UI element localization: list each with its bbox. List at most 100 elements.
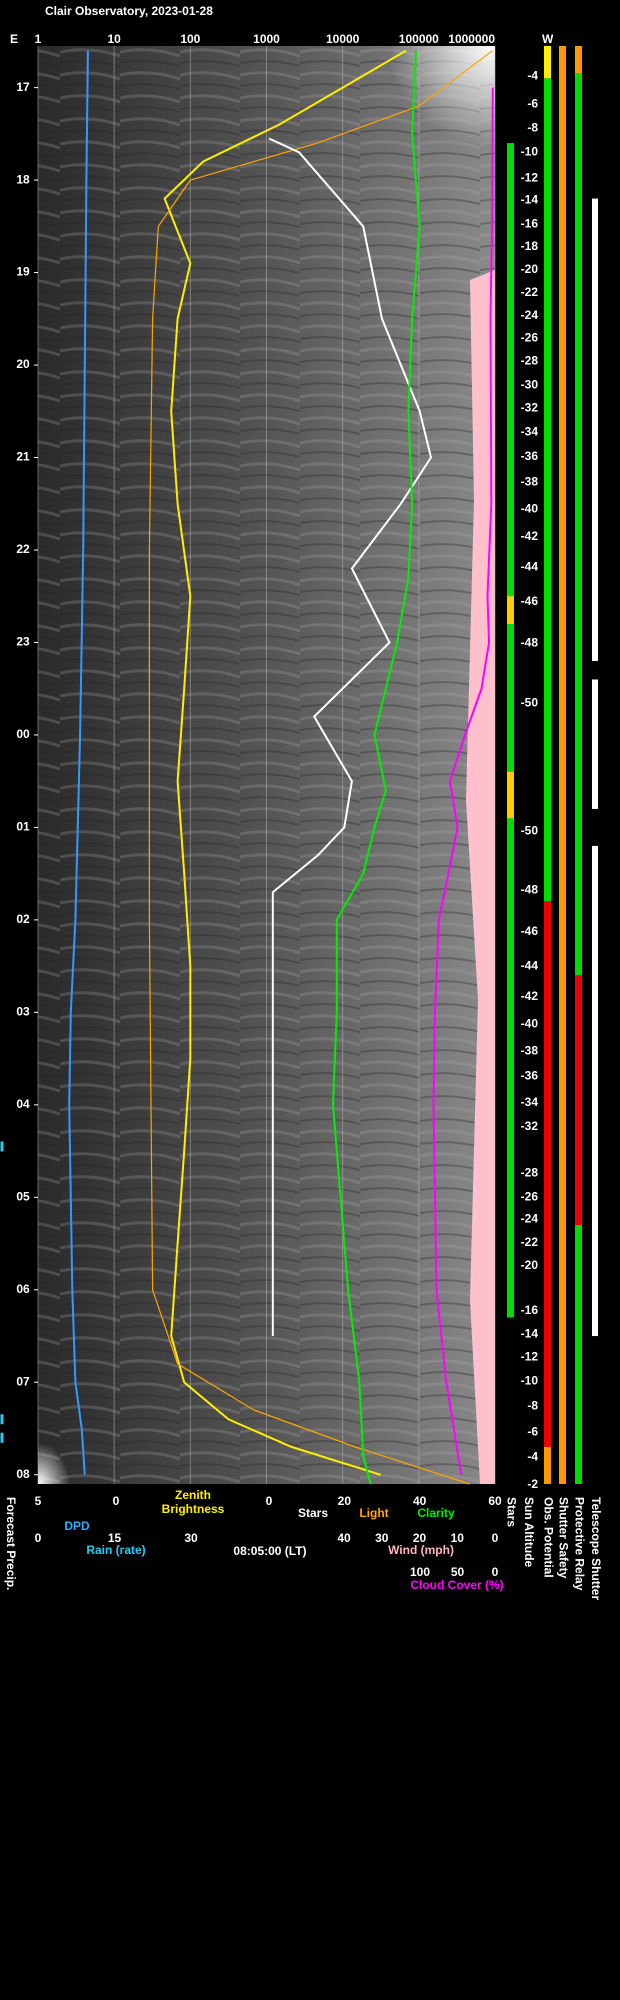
bottom-tick-label: 60 [488, 1494, 502, 1508]
axis-label: Cloud Cover (%) [410, 1578, 503, 1592]
status-label: Protective Relay [572, 1497, 586, 1591]
sun-tick-bg [517, 502, 539, 517]
sun-tick-bg [517, 331, 539, 346]
series-line [68, 50, 89, 1475]
east-label: E [10, 32, 18, 46]
bottom-tick-label: 15 [108, 1531, 122, 1545]
sun-altitude-label: -24 [521, 1212, 539, 1226]
precip-label: Forecast Precip. [4, 1497, 18, 1590]
sun-altitude-label: -32 [521, 401, 539, 415]
series-line [148, 50, 493, 1485]
status-segment [544, 901, 551, 1448]
status-segment [559, 46, 566, 1484]
sun-tick-bg [517, 959, 539, 974]
bottom-tick-label: 30 [375, 1531, 389, 1545]
bottom-tick-label: 0 [492, 1531, 499, 1545]
time-tick-label: 05 [16, 1189, 30, 1203]
time-tick-label: 20 [16, 357, 30, 371]
sun-altitude-label: -28 [521, 354, 539, 368]
sun-altitude-label: -28 [521, 1165, 539, 1179]
status-segment [575, 975, 582, 1226]
sun-tick-bg [517, 1017, 539, 1032]
sun-tick-bg [517, 1212, 539, 1227]
sun-altitude-label: -34 [521, 1095, 539, 1109]
sun-altitude-label: -20 [521, 1258, 539, 1272]
sun-altitude-label: -4 [527, 1449, 538, 1463]
series-label: Stars [298, 1506, 328, 1520]
sun-tick-bg [517, 425, 539, 440]
sun-tick-bg [517, 594, 539, 609]
top-tick-label: 1000 [253, 32, 280, 46]
bottom-tick-label: 50 [451, 1565, 465, 1579]
sun-altitude-label: -12 [521, 170, 539, 184]
sun-tick-bg [517, 309, 539, 324]
time-tick-label: 02 [16, 912, 30, 926]
top-tick-label: 100 [180, 32, 200, 46]
sun-altitude-label: -16 [521, 1303, 539, 1317]
sun-tick-bg [517, 1190, 539, 1205]
sun-altitude-label: -48 [521, 636, 539, 650]
sun-tick-bg [517, 401, 539, 416]
time-tick-label: 03 [16, 1005, 30, 1019]
sun-altitude-label: -20 [521, 262, 539, 276]
status-label: Shutter Safety [556, 1497, 570, 1579]
sun-tick-bg [517, 262, 539, 277]
sun-tick-bg [517, 217, 539, 232]
sun-altitude-title: Sun Altitude [522, 1497, 536, 1568]
status-segment [544, 1447, 551, 1484]
status-segment [507, 596, 514, 624]
sun-tick-bg [517, 1120, 539, 1135]
sun-altitude-label: -10 [521, 145, 539, 159]
sun-tick-bg [517, 560, 539, 575]
sun-tick-bg [517, 1450, 539, 1465]
sun-altitude-label: -16 [521, 217, 539, 231]
time-tick-label: 23 [16, 635, 30, 649]
sun-tick-bg [517, 1399, 539, 1414]
west-label: W [542, 32, 554, 46]
sun-tick-bg [517, 171, 539, 186]
sun-altitude-label: -34 [521, 425, 539, 439]
status-segment [575, 1225, 582, 1484]
sun-tick-bg [517, 1350, 539, 1365]
status-label: Stars [504, 1497, 518, 1527]
sun-tick-bg [517, 475, 539, 490]
sun-tick-bg [517, 285, 539, 300]
series-line [163, 49, 407, 1476]
time-tick-label: 04 [16, 1097, 30, 1111]
axis-label: Rain (rate) [86, 1543, 145, 1557]
top-tick-label: 1000000 [448, 32, 495, 46]
time-tick-label: 07 [16, 1374, 30, 1388]
sun-altitude-label: -24 [521, 308, 539, 322]
sun-tick-bg [517, 1374, 539, 1389]
sun-altitude-label: -50 [521, 823, 539, 837]
sun-tick-bg [517, 1327, 539, 1342]
sun-altitude-label: -22 [521, 285, 539, 299]
bottom-tick-label: 100 [410, 1565, 430, 1579]
sun-altitude-label: -14 [521, 193, 539, 207]
status-segment [592, 679, 598, 809]
axis-label: Wind (mph) [388, 1543, 454, 1557]
sun-tick-bg [517, 1258, 539, 1273]
time-label: 08:05:00 (LT) [233, 1544, 306, 1558]
bottom-tick-label: 40 [413, 1494, 427, 1508]
sun-tick-bg [517, 924, 539, 939]
sun-altitude-label: -46 [521, 594, 539, 608]
top-tick-label: 100000 [399, 32, 439, 46]
sun-tick-bg [517, 1044, 539, 1059]
sun-altitude-label: -6 [527, 1424, 538, 1438]
top-tick-label: 1 [35, 32, 42, 46]
sun-altitude-label: -18 [521, 239, 539, 253]
status-segment [575, 46, 582, 74]
sun-tick-bg [517, 824, 539, 839]
sun-tick-bg [517, 1425, 539, 1440]
sun-altitude-label: -8 [527, 1398, 538, 1412]
sun-tick-bg [517, 145, 539, 160]
sun-tick-bg [517, 239, 539, 254]
status-segment [592, 198, 598, 661]
time-tick-label: 01 [16, 820, 30, 834]
sun-tick-bg [517, 193, 539, 208]
time-tick-label: 17 [16, 80, 30, 94]
sun-tick-bg [517, 1304, 539, 1319]
sun-tick-bg [517, 97, 539, 112]
